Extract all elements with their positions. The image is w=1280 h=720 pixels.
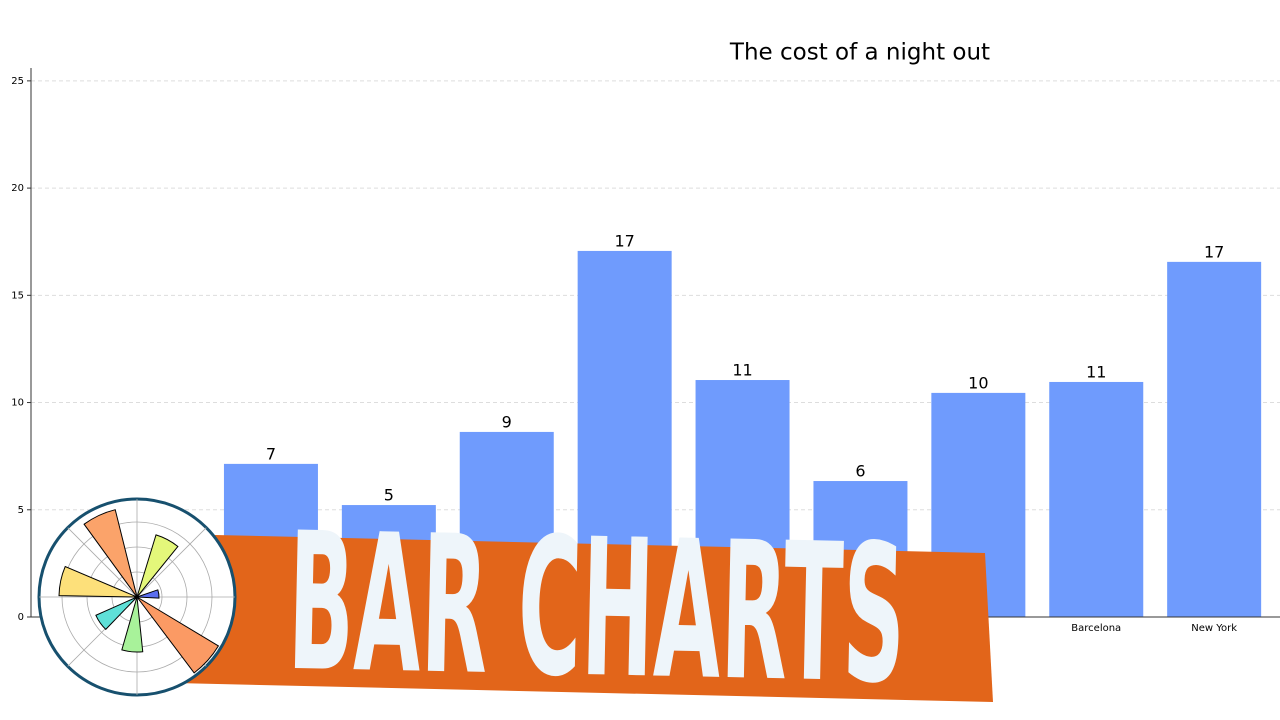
- icon-wedge: [136, 534, 179, 598]
- chart-title: The cost of a night out: [729, 40, 990, 66]
- value-label: 7: [266, 444, 276, 463]
- icon-wedge: [121, 596, 144, 653]
- icon-wedge: [58, 565, 138, 598]
- y-tick-label: 15: [11, 290, 24, 301]
- y-tick-label: 0: [18, 612, 24, 623]
- value-label: 11: [1086, 362, 1106, 381]
- bar: [1167, 261, 1262, 617]
- value-label: 6: [855, 462, 865, 481]
- value-label: 10: [968, 373, 988, 392]
- value-label: 17: [614, 231, 634, 250]
- icon-wedge: [136, 589, 160, 599]
- icon-wedge: [95, 596, 138, 631]
- polar-icon: [37, 497, 237, 697]
- y-tick-label: 10: [11, 398, 24, 409]
- value-label: 5: [384, 486, 394, 505]
- y-tick-label: 20: [11, 183, 24, 194]
- value-label: 11: [732, 361, 752, 380]
- banner: [175, 535, 993, 702]
- icon-wedge: [136, 596, 220, 674]
- bar: [1049, 381, 1144, 617]
- banner-text: BAR CHARTS: [286, 492, 907, 720]
- x-tick-label: Barcelona: [1071, 623, 1121, 634]
- y-tick-label: 5: [18, 505, 24, 516]
- y-tick-label: 25: [11, 76, 24, 87]
- value-label: 17: [1204, 242, 1224, 261]
- icon-wedge: [83, 509, 138, 598]
- x-tick-label: New York: [1191, 623, 1237, 634]
- value-label: 9: [502, 412, 512, 431]
